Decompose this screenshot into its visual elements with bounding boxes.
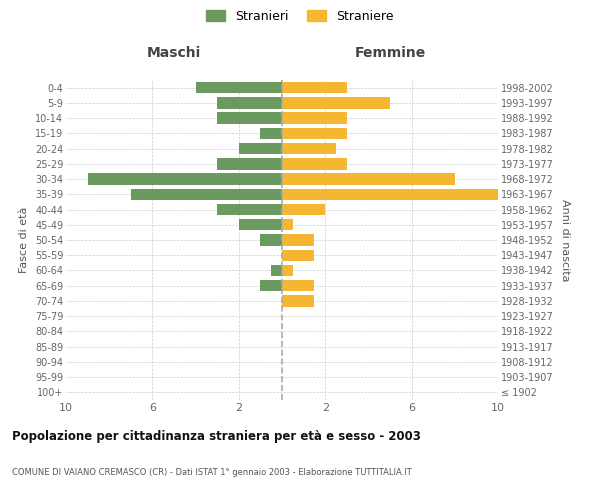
- Bar: [282, 112, 347, 124]
- Bar: [282, 82, 347, 94]
- Bar: [239, 143, 282, 154]
- Bar: [196, 82, 282, 94]
- Bar: [282, 234, 314, 246]
- Bar: [260, 280, 282, 291]
- Bar: [88, 174, 282, 185]
- Bar: [282, 97, 390, 108]
- Bar: [282, 295, 314, 306]
- Text: COMUNE DI VAIANO CREMASCO (CR) - Dati ISTAT 1° gennaio 2003 - Elaborazione TUTTI: COMUNE DI VAIANO CREMASCO (CR) - Dati IS…: [12, 468, 412, 477]
- Bar: [271, 265, 282, 276]
- Y-axis label: Fasce di età: Fasce di età: [19, 207, 29, 273]
- Text: Femmine: Femmine: [355, 46, 425, 60]
- Bar: [217, 97, 282, 108]
- Y-axis label: Anni di nascita: Anni di nascita: [560, 198, 571, 281]
- Bar: [282, 174, 455, 185]
- Bar: [260, 234, 282, 246]
- Bar: [217, 158, 282, 170]
- Bar: [282, 158, 347, 170]
- Text: Maschi: Maschi: [147, 46, 201, 60]
- Bar: [282, 265, 293, 276]
- Bar: [217, 112, 282, 124]
- Bar: [282, 250, 314, 261]
- Bar: [282, 143, 336, 154]
- Bar: [260, 128, 282, 139]
- Bar: [131, 188, 282, 200]
- Bar: [282, 219, 293, 230]
- Bar: [217, 204, 282, 215]
- Bar: [282, 188, 498, 200]
- Bar: [282, 128, 347, 139]
- Bar: [239, 219, 282, 230]
- Legend: Stranieri, Straniere: Stranieri, Straniere: [203, 6, 397, 26]
- Bar: [282, 280, 314, 291]
- Text: Popolazione per cittadinanza straniera per età e sesso - 2003: Popolazione per cittadinanza straniera p…: [12, 430, 421, 443]
- Bar: [282, 204, 325, 215]
